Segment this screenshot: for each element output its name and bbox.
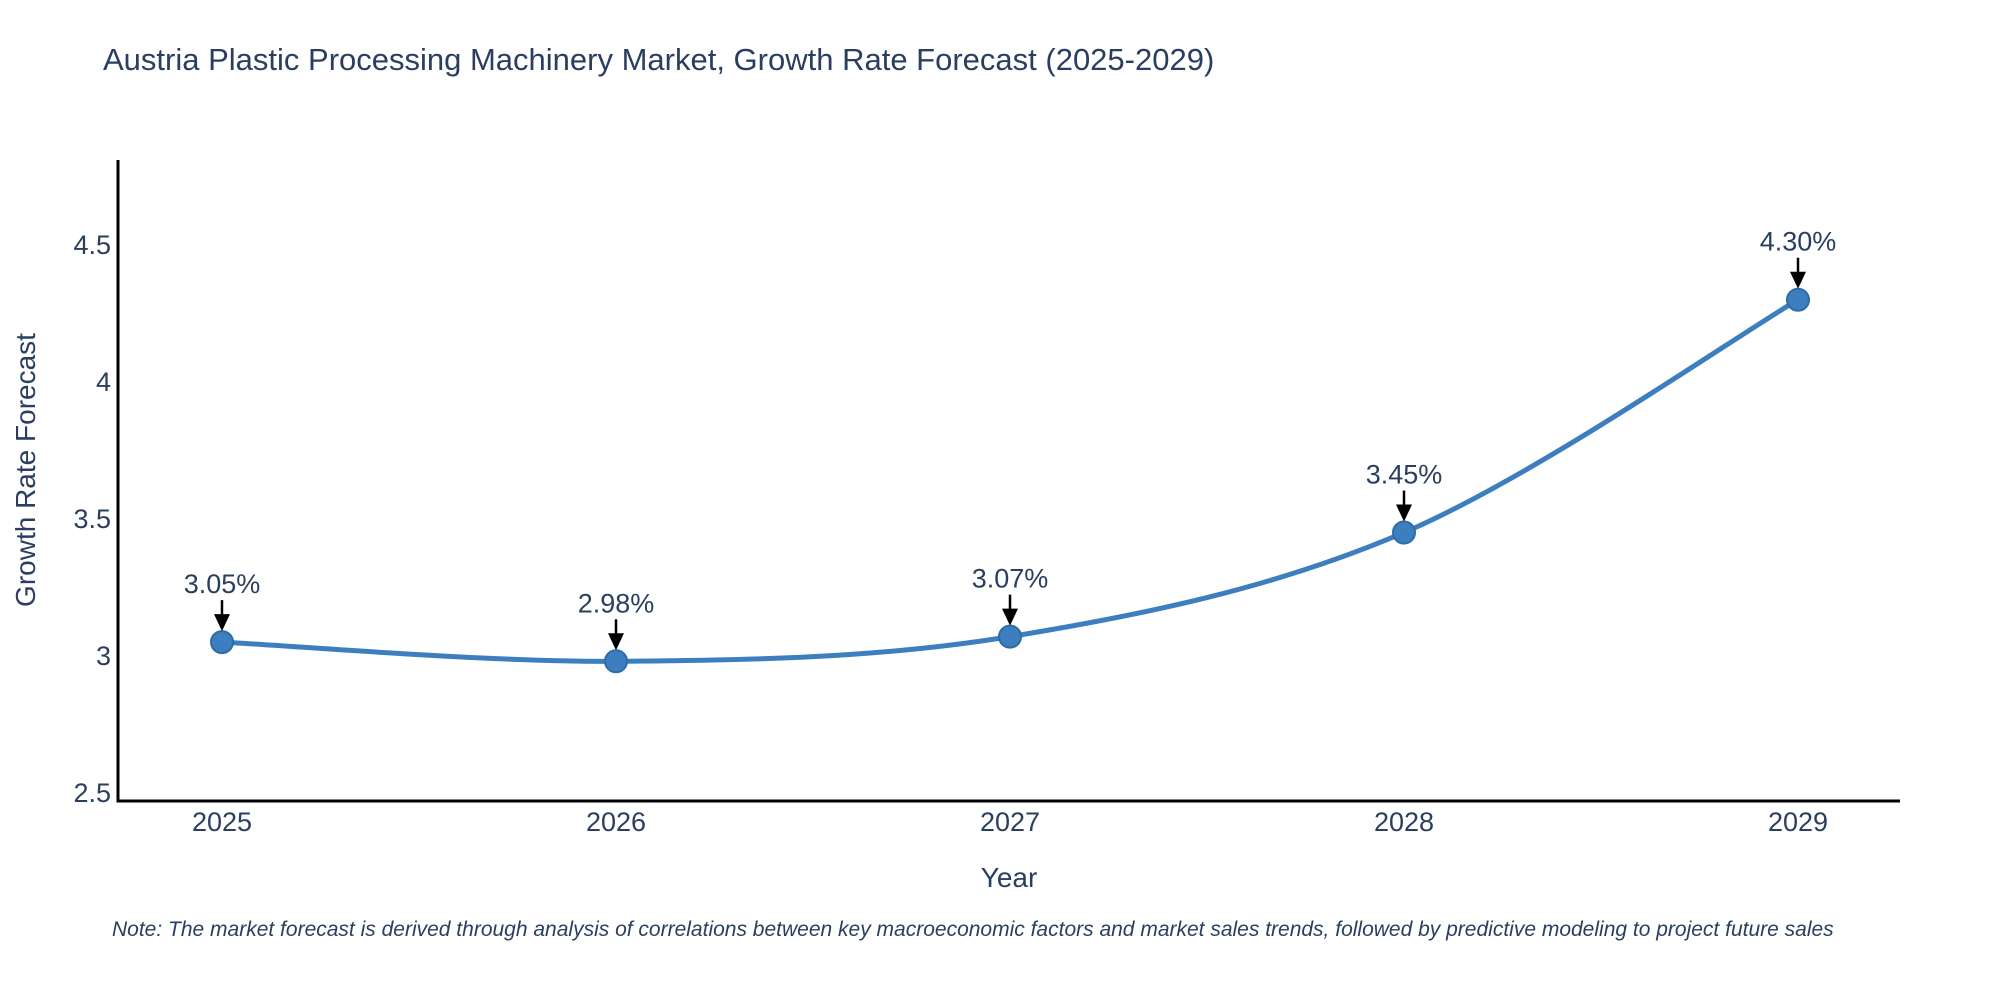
point-annotation: 2.98%: [578, 588, 655, 618]
annotation-arrowhead: [1396, 504, 1412, 522]
x-tick-label: 2025: [192, 807, 252, 837]
chart-title: Austria Plastic Processing Machinery Mar…: [103, 42, 1215, 77]
point-annotation: 4.30%: [1760, 227, 1837, 257]
data-point-marker: [998, 624, 1022, 649]
x-axis-title: Year: [980, 862, 1038, 893]
x-tick-label: 2028: [1374, 807, 1434, 837]
annotation-arrowhead: [1790, 271, 1806, 289]
annotation-arrowhead: [1002, 608, 1018, 626]
point-annotation: 3.05%: [184, 569, 261, 599]
point-annotation: 3.07%: [972, 564, 1049, 594]
y-tick-label: 2.5: [73, 778, 111, 808]
annotation-arrowhead: [608, 633, 624, 651]
data-point-marker: [1786, 287, 1810, 312]
y-tick-label: 4: [96, 367, 111, 397]
y-axis-title: Growth Rate Forecast: [10, 333, 41, 607]
x-tick-label: 2029: [1768, 807, 1828, 837]
data-point-marker: [210, 630, 234, 655]
x-tick-label: 2026: [586, 807, 646, 837]
x-tick-label: 2027: [980, 807, 1040, 837]
point-annotation: 3.45%: [1366, 460, 1443, 490]
y-tick-label: 4.5: [73, 230, 111, 260]
data-point-marker: [604, 649, 628, 674]
annotation-arrowhead: [214, 614, 230, 632]
y-tick-label: 3.5: [73, 504, 111, 534]
y-tick-label: 3: [96, 641, 111, 671]
data-point-marker: [1392, 520, 1416, 545]
footnote: Note: The market forecast is derived thr…: [112, 918, 1834, 941]
